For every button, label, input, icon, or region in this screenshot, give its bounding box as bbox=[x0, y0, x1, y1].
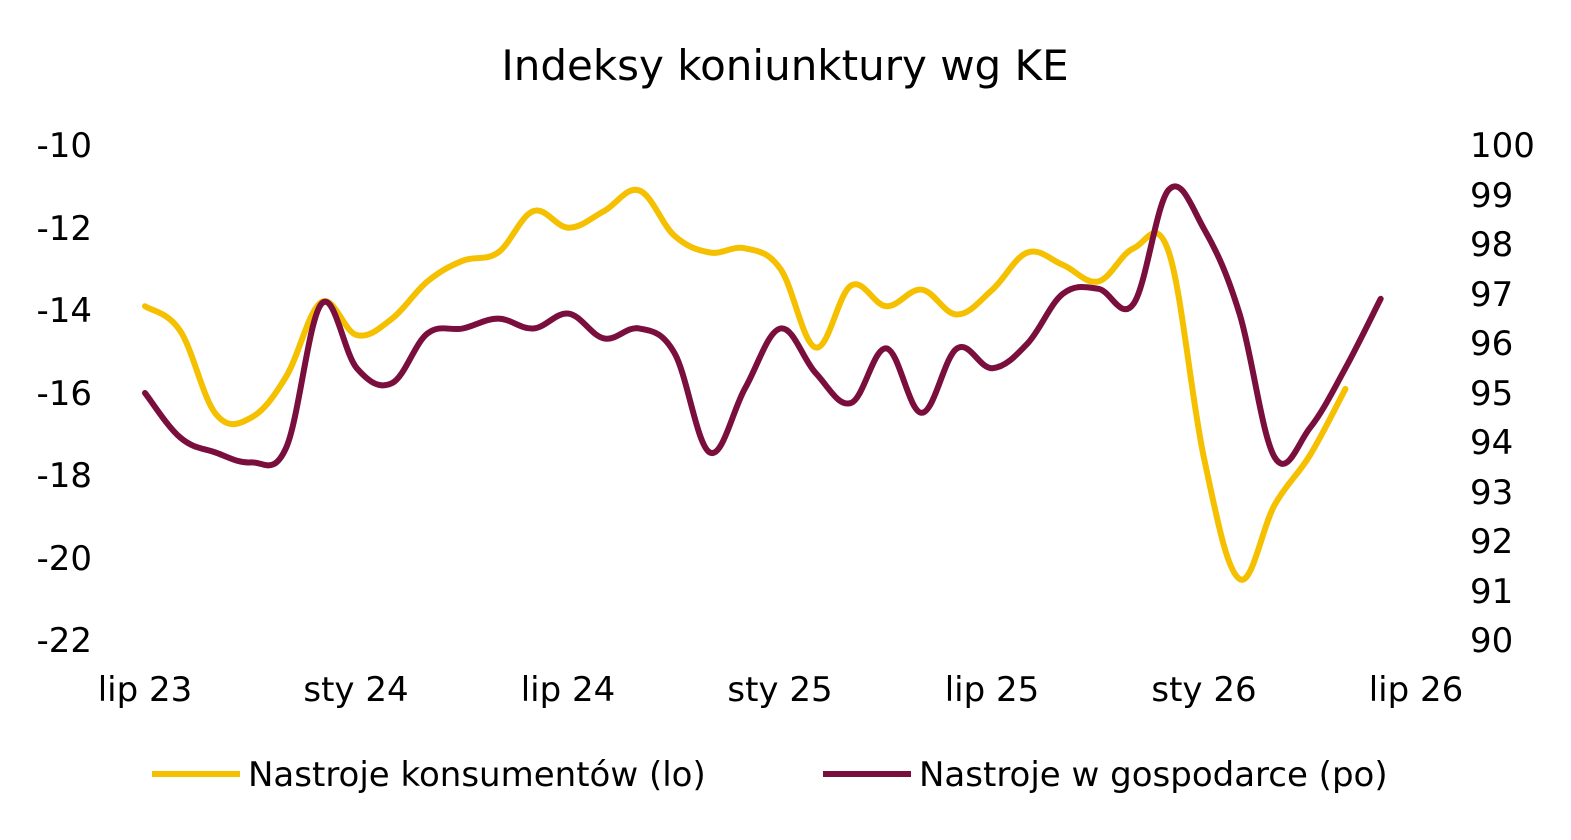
x-tick: sty 25 bbox=[727, 670, 832, 710]
right-axis-ticks: 100 99 98 97 96 95 94 93 92 91 90 bbox=[1470, 126, 1535, 661]
left-tick: -22 bbox=[36, 621, 92, 661]
right-tick: 97 bbox=[1470, 275, 1513, 315]
left-tick: -16 bbox=[36, 374, 92, 414]
right-tick: 98 bbox=[1470, 225, 1513, 265]
x-axis-ticks: lip 23 sty 24 lip 24 sty 25 lip 25 sty 2… bbox=[98, 670, 1464, 710]
right-tick: 100 bbox=[1470, 126, 1535, 166]
left-tick: -10 bbox=[36, 126, 92, 166]
legend: Nastroje konsumentów (lo) Nastroje w gos… bbox=[152, 755, 1388, 795]
data-points bbox=[142, 187, 1384, 582]
legend-label-economy: Nastroje w gospodarce (po) bbox=[919, 755, 1388, 795]
series-line-consumer-sentiment bbox=[142, 186, 1349, 583]
chart-title: Indeksy koniunktury wg KE bbox=[501, 41, 1068, 90]
x-tick: lip 26 bbox=[1369, 670, 1464, 710]
left-tick: -20 bbox=[36, 539, 92, 579]
x-tick: lip 23 bbox=[98, 670, 193, 710]
right-tick: 91 bbox=[1470, 572, 1513, 612]
x-tick: sty 24 bbox=[303, 670, 408, 710]
right-tick: 90 bbox=[1470, 621, 1513, 661]
left-axis-ticks: -10 -12 -14 -16 -18 -20 -22 bbox=[36, 126, 92, 661]
left-tick: -14 bbox=[36, 291, 92, 331]
right-tick: 96 bbox=[1470, 324, 1513, 364]
x-tick: lip 24 bbox=[521, 670, 616, 710]
left-tick: -12 bbox=[36, 209, 92, 249]
right-tick: 99 bbox=[1470, 176, 1513, 216]
legend-label-consumer: Nastroje konsumentów (lo) bbox=[248, 755, 706, 795]
left-tick: -18 bbox=[36, 456, 92, 496]
right-tick: 93 bbox=[1470, 473, 1513, 513]
x-tick: lip 25 bbox=[945, 670, 1040, 710]
right-tick: 95 bbox=[1470, 374, 1513, 414]
right-tick: 94 bbox=[1470, 423, 1513, 463]
right-tick: 92 bbox=[1470, 522, 1513, 562]
x-tick: sty 26 bbox=[1151, 670, 1256, 710]
series-line-economic-sentiment bbox=[142, 183, 1384, 469]
